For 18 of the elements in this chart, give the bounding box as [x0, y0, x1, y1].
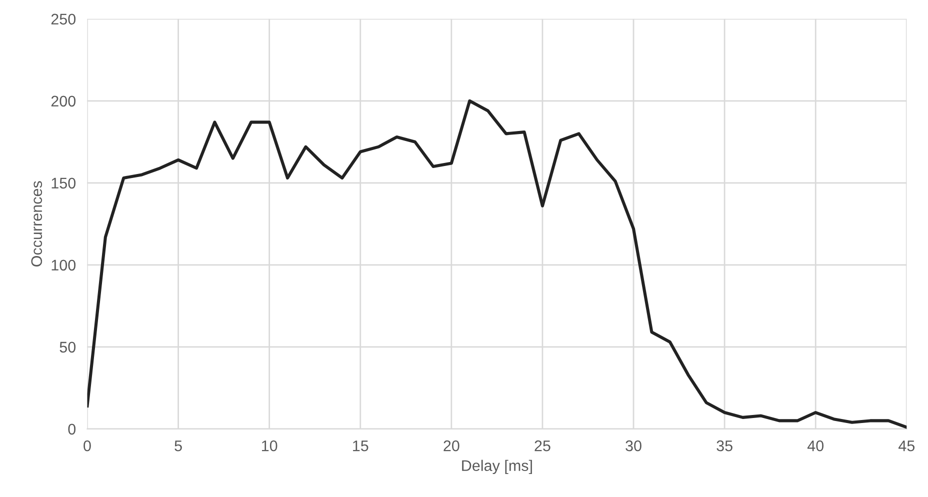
- x-tick-label: 30: [626, 440, 642, 452]
- x-tick-label: 0: [84, 440, 91, 452]
- x-tick-label: 20: [444, 440, 460, 452]
- y-tick-label: 100: [52, 260, 76, 271]
- x-tick-label: 35: [716, 440, 732, 452]
- y-tick-label: 150: [52, 178, 76, 189]
- y-tick-label: 250: [51, 14, 76, 25]
- x-axis-title: Delay [ms]: [462, 460, 532, 474]
- x-tick-label: 15: [353, 440, 368, 452]
- y-tick-label: 50: [60, 342, 76, 353]
- x-tick-label: 10: [262, 440, 278, 452]
- y-axis-title: Occurrences: [31, 181, 42, 266]
- y-tick-label: 200: [51, 96, 76, 107]
- x-tick-label: 40: [807, 440, 824, 452]
- y-tick-label: 0: [68, 424, 76, 435]
- x-tick-label: 5: [174, 440, 182, 452]
- x-tick-label: 25: [534, 440, 550, 452]
- x-tick-label: 45: [898, 440, 915, 452]
